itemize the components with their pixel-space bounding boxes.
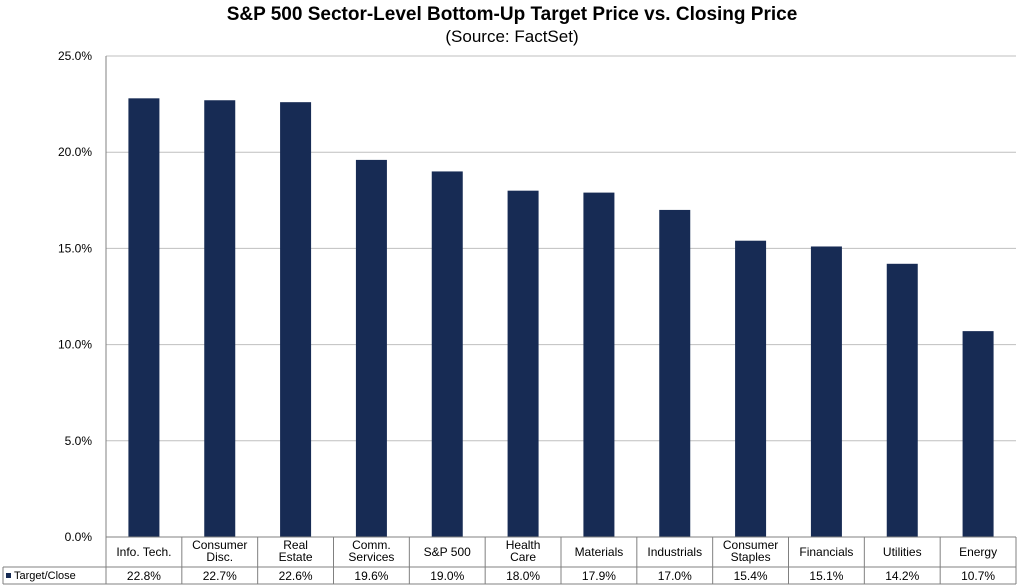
data-label: 14.2% — [885, 569, 919, 583]
x-tick-label: Estate — [279, 550, 313, 564]
x-tick-label: Comm. — [352, 538, 391, 552]
x-tick-label: Utilities — [883, 545, 922, 559]
x-tick-label: Staples — [731, 550, 771, 564]
axes — [105, 56, 1016, 584]
bar — [735, 240, 767, 538]
bars — [128, 98, 994, 538]
x-tick-label: Consumer — [723, 538, 778, 552]
y-tick-label: 5.0% — [65, 434, 93, 448]
x-tick-label: Industrials — [647, 545, 702, 559]
y-tick-label: 0.0% — [65, 530, 93, 544]
data-label: 22.8% — [127, 569, 161, 583]
chart-title: S&P 500 Sector-Level Bottom-Up Target Pr… — [227, 4, 798, 25]
x-tick-label: Consumer — [192, 538, 247, 552]
data-label: 17.9% — [582, 569, 616, 583]
data-label: 15.4% — [734, 569, 768, 583]
y-tick-label: 10.0% — [58, 338, 92, 352]
bar — [810, 246, 842, 537]
x-tick-label: Financials — [799, 545, 853, 559]
bar — [962, 331, 994, 537]
bar — [583, 192, 615, 537]
bar — [355, 159, 387, 537]
data-label: 22.6% — [279, 569, 313, 583]
legend-marker — [6, 573, 11, 578]
data-label: 10.7% — [961, 569, 995, 583]
bar — [280, 102, 312, 538]
bar — [128, 98, 160, 537]
chart-subtitle: (Source: FactSet) — [445, 27, 578, 46]
y-axis-ticks: 0.0% 5.0% 10.0% 15.0% 20.0% 25.0% — [58, 49, 92, 544]
x-tick-label: Health — [506, 538, 541, 552]
grid-lines — [106, 55, 1016, 442]
y-tick-label: 15.0% — [58, 241, 92, 255]
bar — [431, 171, 463, 537]
x-tick-label: Disc. — [206, 550, 233, 564]
x-tick-label: Materials — [575, 545, 624, 559]
data-label: 17.0% — [658, 569, 692, 583]
bar — [659, 209, 691, 538]
x-tick-label: Energy — [959, 545, 997, 559]
legend-label: Target/Close — [14, 570, 76, 582]
x-tick-label: Real — [283, 538, 308, 552]
x-tick-label: Info. Tech. — [116, 545, 171, 559]
bar — [886, 263, 918, 537]
data-table: Info. Tech. ConsumerDisc.RealEstateComm.S… — [2, 537, 1017, 585]
x-tick-label: Services — [348, 550, 394, 564]
data-label: 19.6% — [354, 569, 388, 583]
x-tick-label: Care — [510, 550, 536, 564]
data-label: 19.0% — [430, 569, 464, 583]
data-label: 22.7% — [203, 569, 237, 583]
bar — [507, 190, 539, 537]
x-tick-label: S&P 500 — [424, 545, 471, 559]
data-label: 18.0% — [506, 569, 540, 583]
data-label: 15.1% — [809, 569, 843, 583]
y-tick-label: 25.0% — [58, 49, 92, 63]
y-tick-label: 20.0% — [58, 145, 92, 159]
bar — [204, 100, 236, 537]
